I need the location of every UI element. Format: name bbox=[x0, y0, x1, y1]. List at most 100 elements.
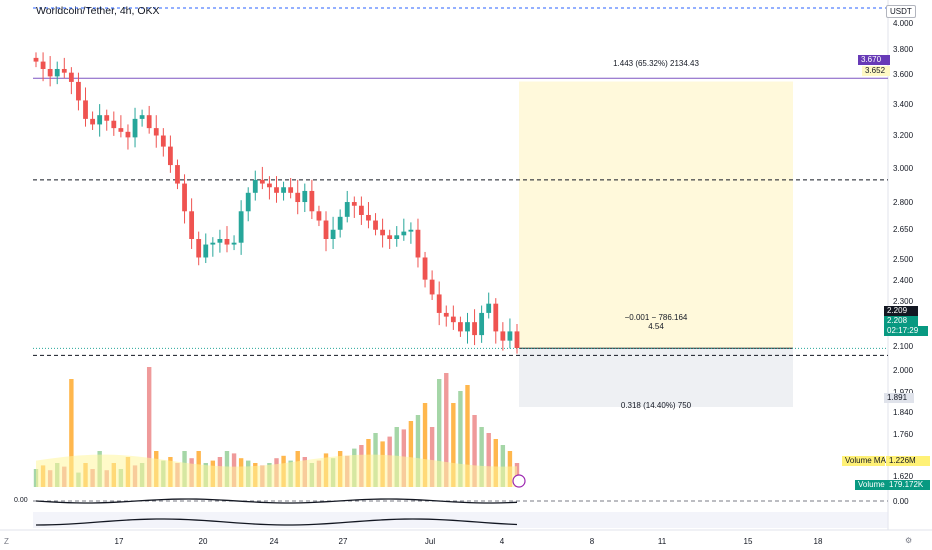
candle-body bbox=[337, 216, 343, 230]
gear-icon[interactable]: ⚙ bbox=[905, 536, 913, 545]
volume-bar bbox=[500, 445, 506, 487]
candle-body bbox=[83, 100, 88, 119]
candle-body bbox=[323, 220, 329, 239]
volume-bar bbox=[479, 427, 484, 487]
stop-price-tag: 1.891 bbox=[884, 393, 914, 403]
timezone-button[interactable]: Z bbox=[4, 537, 9, 546]
target-price-tag: 3.670 bbox=[858, 55, 890, 65]
price-tick: 2.000 bbox=[893, 366, 914, 375]
candle-body bbox=[231, 242, 237, 245]
candle-body bbox=[90, 118, 95, 125]
candle-body bbox=[146, 115, 152, 129]
price-tick: 3.800 bbox=[893, 45, 914, 54]
oscillator-line-2 bbox=[35, 518, 518, 526]
candle-body bbox=[380, 229, 386, 236]
oscillator-band bbox=[33, 512, 888, 528]
candle-body bbox=[139, 115, 145, 119]
candle-body bbox=[472, 322, 477, 336]
candle-body bbox=[175, 165, 180, 184]
oscillator-value: 0.00 bbox=[14, 497, 28, 504]
price-tick: 2.300 bbox=[893, 297, 914, 306]
volume-bar bbox=[486, 433, 491, 487]
volume-bar bbox=[451, 403, 456, 487]
volume-value: 179.172K bbox=[886, 480, 930, 490]
candle-body bbox=[309, 190, 315, 212]
time-tick: 8 bbox=[589, 537, 595, 546]
volume-ma-value: 1.226M bbox=[886, 456, 930, 466]
entry-qty-label: 4.54 bbox=[648, 322, 664, 331]
price-tick: 2.100 bbox=[893, 342, 914, 351]
candle-body bbox=[160, 135, 166, 147]
candle-body bbox=[76, 81, 81, 101]
volume-ma-label: Volume MA bbox=[842, 456, 886, 466]
volume-bar bbox=[415, 415, 421, 487]
volume-bar bbox=[444, 373, 449, 487]
candle-body bbox=[443, 312, 449, 317]
candle-body bbox=[210, 242, 216, 245]
candle-body bbox=[373, 220, 378, 230]
countdown-tag: 02:17:29 bbox=[884, 326, 928, 336]
entry-label: −0.001 − 786.164 bbox=[624, 313, 688, 322]
candle-body bbox=[288, 187, 294, 193]
time-tick: 11 bbox=[657, 537, 667, 546]
candle-body bbox=[394, 235, 400, 239]
price-tick: 1.760 bbox=[893, 430, 914, 439]
volume-bar bbox=[472, 415, 477, 487]
candle-body bbox=[415, 229, 421, 258]
profit-label: 1.443 (65.32%) 2134.43 bbox=[613, 59, 699, 68]
candle-body bbox=[514, 331, 520, 349]
time-tick: 24 bbox=[269, 537, 279, 546]
candle-body bbox=[479, 312, 485, 336]
loss-zone bbox=[519, 348, 793, 407]
candle-body bbox=[238, 211, 244, 243]
candle-body bbox=[189, 211, 195, 239]
candle-body bbox=[387, 235, 393, 239]
price-tick: 2.500 bbox=[893, 255, 914, 264]
price-tick: 1.620 bbox=[893, 472, 914, 481]
volume-bar bbox=[493, 439, 498, 487]
candle-body bbox=[507, 331, 513, 341]
candle-body bbox=[40, 61, 46, 69]
candle-body bbox=[465, 322, 470, 332]
candle-body bbox=[104, 115, 110, 121]
time-tick: 18 bbox=[813, 537, 823, 546]
currency-button[interactable]: USDT bbox=[886, 5, 916, 18]
volume-bar bbox=[146, 367, 152, 487]
candle-body bbox=[401, 231, 407, 236]
target-top-tag: 3.652 bbox=[862, 66, 890, 76]
price-tick: 3.400 bbox=[893, 100, 914, 109]
candle-body bbox=[259, 179, 265, 184]
price-tick: 2.800 bbox=[893, 198, 914, 207]
volume-bar bbox=[69, 379, 74, 487]
price-tick: 1.970 bbox=[893, 388, 913, 397]
price-tick: 3.600 bbox=[893, 70, 914, 79]
volume-bar bbox=[436, 379, 442, 487]
symbol-title[interactable]: Worldcoin/Tether, 4h, OKX bbox=[36, 5, 160, 17]
volume-bar bbox=[422, 403, 428, 487]
candle-body bbox=[351, 202, 357, 206]
candle-body bbox=[33, 57, 39, 62]
volume-bar bbox=[429, 427, 435, 487]
volume-bar bbox=[458, 391, 463, 487]
candle-body bbox=[330, 229, 336, 239]
candle-body bbox=[408, 229, 414, 232]
stop-label: 0.318 (14.40%) 750 bbox=[620, 401, 692, 410]
time-tick: 27 bbox=[338, 537, 348, 546]
price-tick: 1.840 bbox=[893, 408, 914, 417]
candle-body bbox=[422, 257, 428, 280]
candle-body bbox=[54, 68, 60, 77]
price-tick: 3.200 bbox=[893, 131, 914, 140]
candle-body bbox=[132, 118, 138, 138]
candle-body bbox=[295, 192, 301, 203]
candle-body bbox=[500, 331, 506, 341]
candle-body bbox=[344, 202, 350, 217]
candle-body bbox=[245, 192, 251, 212]
candle-body bbox=[267, 183, 272, 188]
candle-body bbox=[316, 211, 322, 221]
candle-body bbox=[217, 239, 223, 243]
candle-body bbox=[68, 72, 74, 82]
candle-body bbox=[196, 239, 202, 258]
candle-body bbox=[436, 294, 442, 313]
candle-body bbox=[486, 303, 492, 313]
